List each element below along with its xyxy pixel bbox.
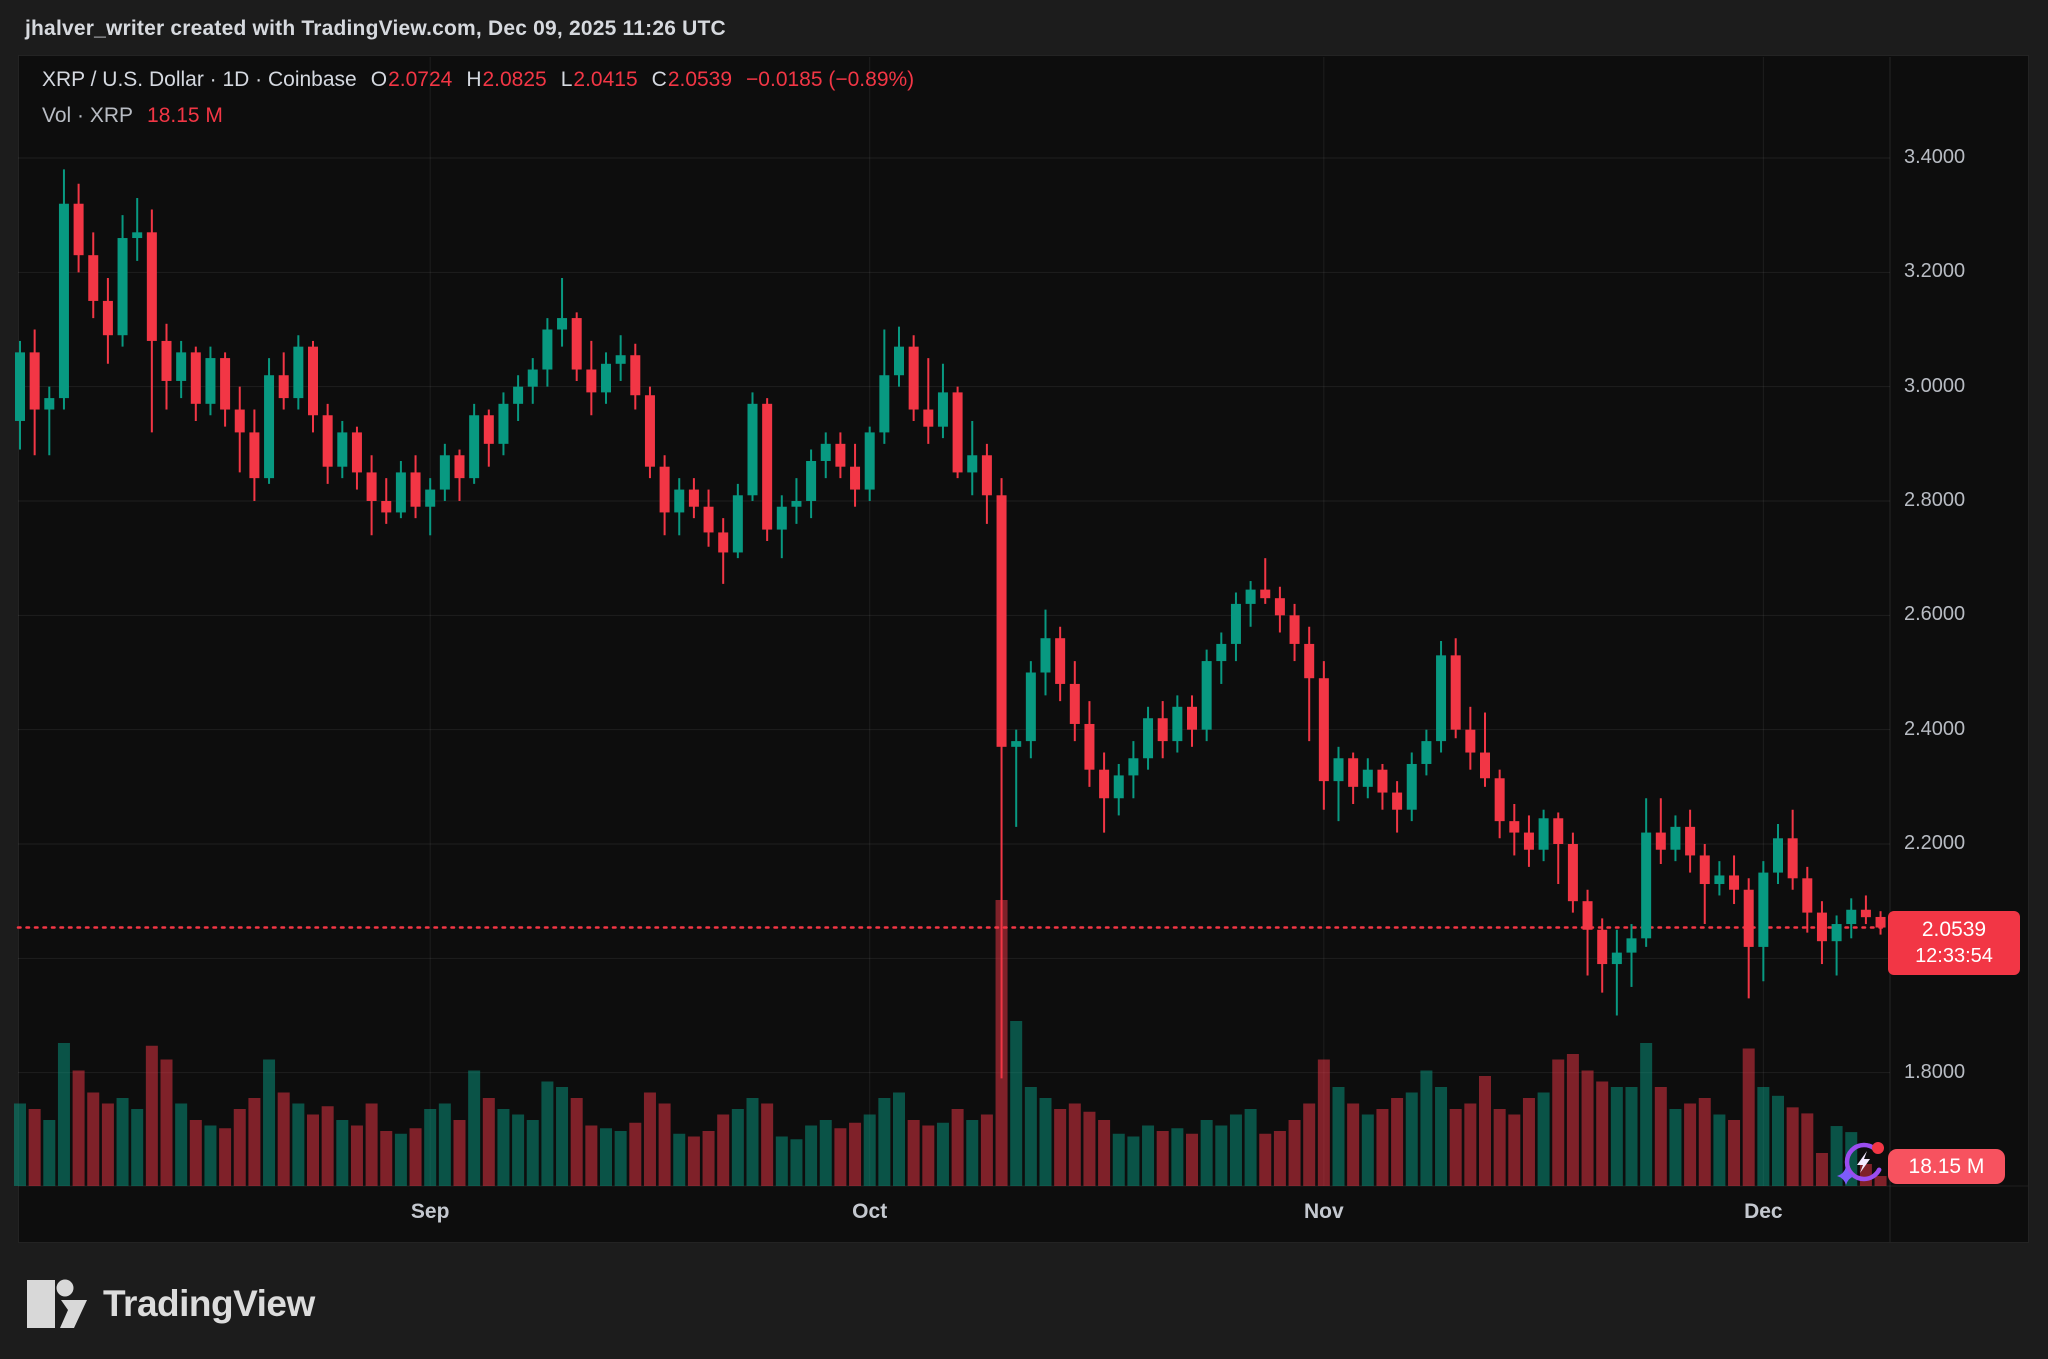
volume-value: 18.15 M — [147, 104, 223, 127]
price-tick-2.8000: 2.8000 — [1904, 489, 1966, 511]
last-price-badge: 2.0539 12:33:54 — [1888, 911, 2020, 975]
chart-widget[interactable] — [18, 55, 2029, 1243]
ohlc-close: C2.0539 — [651, 68, 733, 91]
ohlc-open: O2.0724 — [370, 68, 453, 91]
tradingview-logo-icon — [27, 1279, 87, 1328]
change-value: −0.0185 (−0.89%) — [746, 68, 915, 91]
price-tick-1.8000: 1.8000 — [1904, 1060, 1966, 1083]
last-price-value: 2.0539 — [1921, 918, 1987, 942]
notification-dot-icon — [1872, 1142, 1884, 1154]
price-tick-2.6000: 2.6000 — [1904, 603, 1966, 626]
time-tick-Sep: Sep — [410, 1200, 450, 1223]
ohlc-low: L2.0415 — [560, 68, 638, 91]
price-tick-2.2000: 2.2000 — [1904, 832, 1966, 854]
price-tick-3.4000: 3.4000 — [1904, 146, 1966, 168]
time-tick-Oct: Oct — [852, 1200, 888, 1223]
price-tick-3.2000: 3.2000 — [1904, 260, 1966, 283]
chart-legend: XRP / U.S. Dollar · 1D · Coinbase O2.072… — [42, 68, 914, 128]
bar-countdown: 12:33:54 — [1915, 944, 1993, 967]
volume-label: Vol · XRP — [42, 104, 134, 127]
price-tick-2.4000: 2.4000 — [1904, 717, 1966, 740]
time-tick-Dec: Dec — [1744, 1200, 1783, 1223]
star-sparkle-icon — [1837, 1167, 1855, 1185]
legend-symbol-row[interactable]: XRP / U.S. Dollar · 1D · Coinbase O2.072… — [42, 68, 914, 92]
attribution-text: jhalver_writer created with TradingView.… — [25, 17, 726, 40]
legend-volume-row[interactable]: Vol · XRP 18.15 M — [42, 104, 914, 128]
attribution-bar: jhalver_writer created with TradingView.… — [25, 14, 726, 44]
brand-name: TradingView — [103, 1283, 315, 1324]
footer-branding[interactable]: TradingView — [25, 1278, 315, 1330]
lightning-bolt-icon — [1857, 1151, 1870, 1173]
price-tick-3.0000: 3.0000 — [1904, 374, 1966, 397]
ohlc-high: H2.0825 — [466, 68, 547, 91]
time-tick-Nov: Nov — [1304, 1200, 1344, 1223]
symbol-title[interactable]: XRP / U.S. Dollar · 1D · Coinbase — [42, 68, 357, 91]
volume-badge: 18.15 M — [1888, 1149, 2005, 1184]
spark-icon[interactable] — [1833, 1134, 1891, 1192]
